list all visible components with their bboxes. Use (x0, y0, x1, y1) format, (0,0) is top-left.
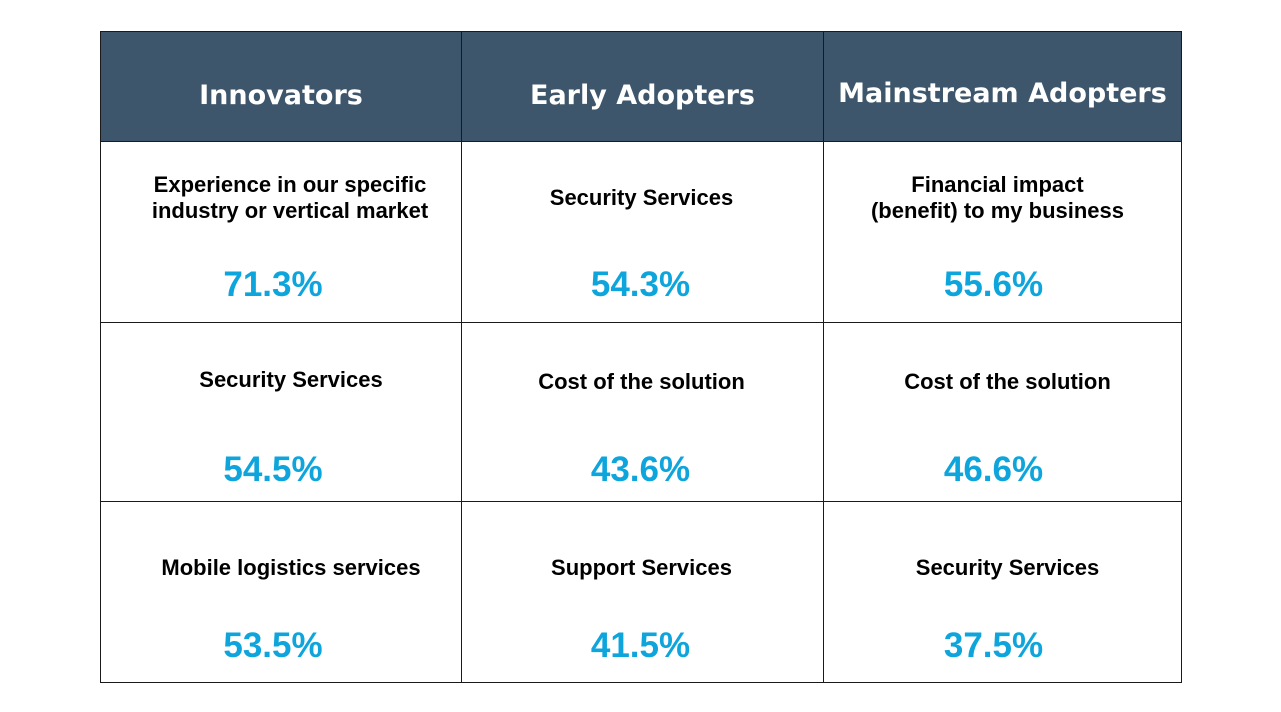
cell-value: 55.6% (943, 265, 1044, 304)
cell-value: 43.6% (590, 450, 691, 489)
table-cell: Financial impact (benefit) to my busines… (823, 141, 1182, 323)
cell-label: Experience in our specific industry or v… (151, 172, 429, 223)
table-cell: Support Services 41.5% (461, 501, 824, 683)
cell-value: 46.6% (943, 450, 1044, 489)
cell-value: 71.3% (223, 265, 323, 304)
table-row: Experience in our specific industry or v… (100, 141, 1182, 323)
cell-label: Financial impact (benefit) to my busines… (870, 172, 1125, 223)
cell-value: 54.5% (223, 450, 323, 489)
column-header-mainstream-adopters: Mainstream Adopters (823, 31, 1182, 142)
table-cell: Security Services 54.3% (461, 141, 824, 323)
cell-value: 54.3% (590, 265, 691, 304)
table-header-row: Innovators Early Adopters Mainstream Ado… (100, 31, 1182, 142)
column-header-innovators: Innovators (100, 31, 462, 142)
cell-label: Security Services (549, 185, 734, 210)
column-header-early-adopters: Early Adopters (461, 31, 824, 142)
table-cell: Security Services 37.5% (823, 501, 1182, 683)
cell-label: Mobile logistics services (161, 555, 421, 580)
column-header-label: Innovators (199, 80, 363, 111)
column-header-label: Early Adopters (530, 80, 755, 111)
cell-label: Security Services (199, 367, 383, 392)
column-header-label: Mainstream Adopters (838, 78, 1167, 109)
cell-value: 41.5% (590, 626, 691, 665)
cell-label: Cost of the solution (904, 369, 1111, 394)
adopter-comparison-table: Innovators Early Adopters Mainstream Ado… (100, 31, 1182, 683)
table-cell: Experience in our specific industry or v… (100, 141, 462, 323)
cell-label: Cost of the solution (538, 369, 745, 394)
table-cell: Cost of the solution 43.6% (461, 322, 824, 502)
table-cell: Mobile logistics services 53.5% (100, 501, 462, 683)
table-cell: Cost of the solution 46.6% (823, 322, 1182, 502)
table-row: Mobile logistics services 53.5% Support … (100, 501, 1182, 683)
cell-value: 37.5% (943, 626, 1044, 665)
table-cell: Security Services 54.5% (100, 322, 462, 502)
table-row: Security Services 54.5% Cost of the solu… (100, 322, 1182, 502)
cell-label: Support Services (551, 555, 732, 580)
cell-label: Security Services (915, 555, 1100, 580)
cell-value: 53.5% (223, 626, 323, 665)
